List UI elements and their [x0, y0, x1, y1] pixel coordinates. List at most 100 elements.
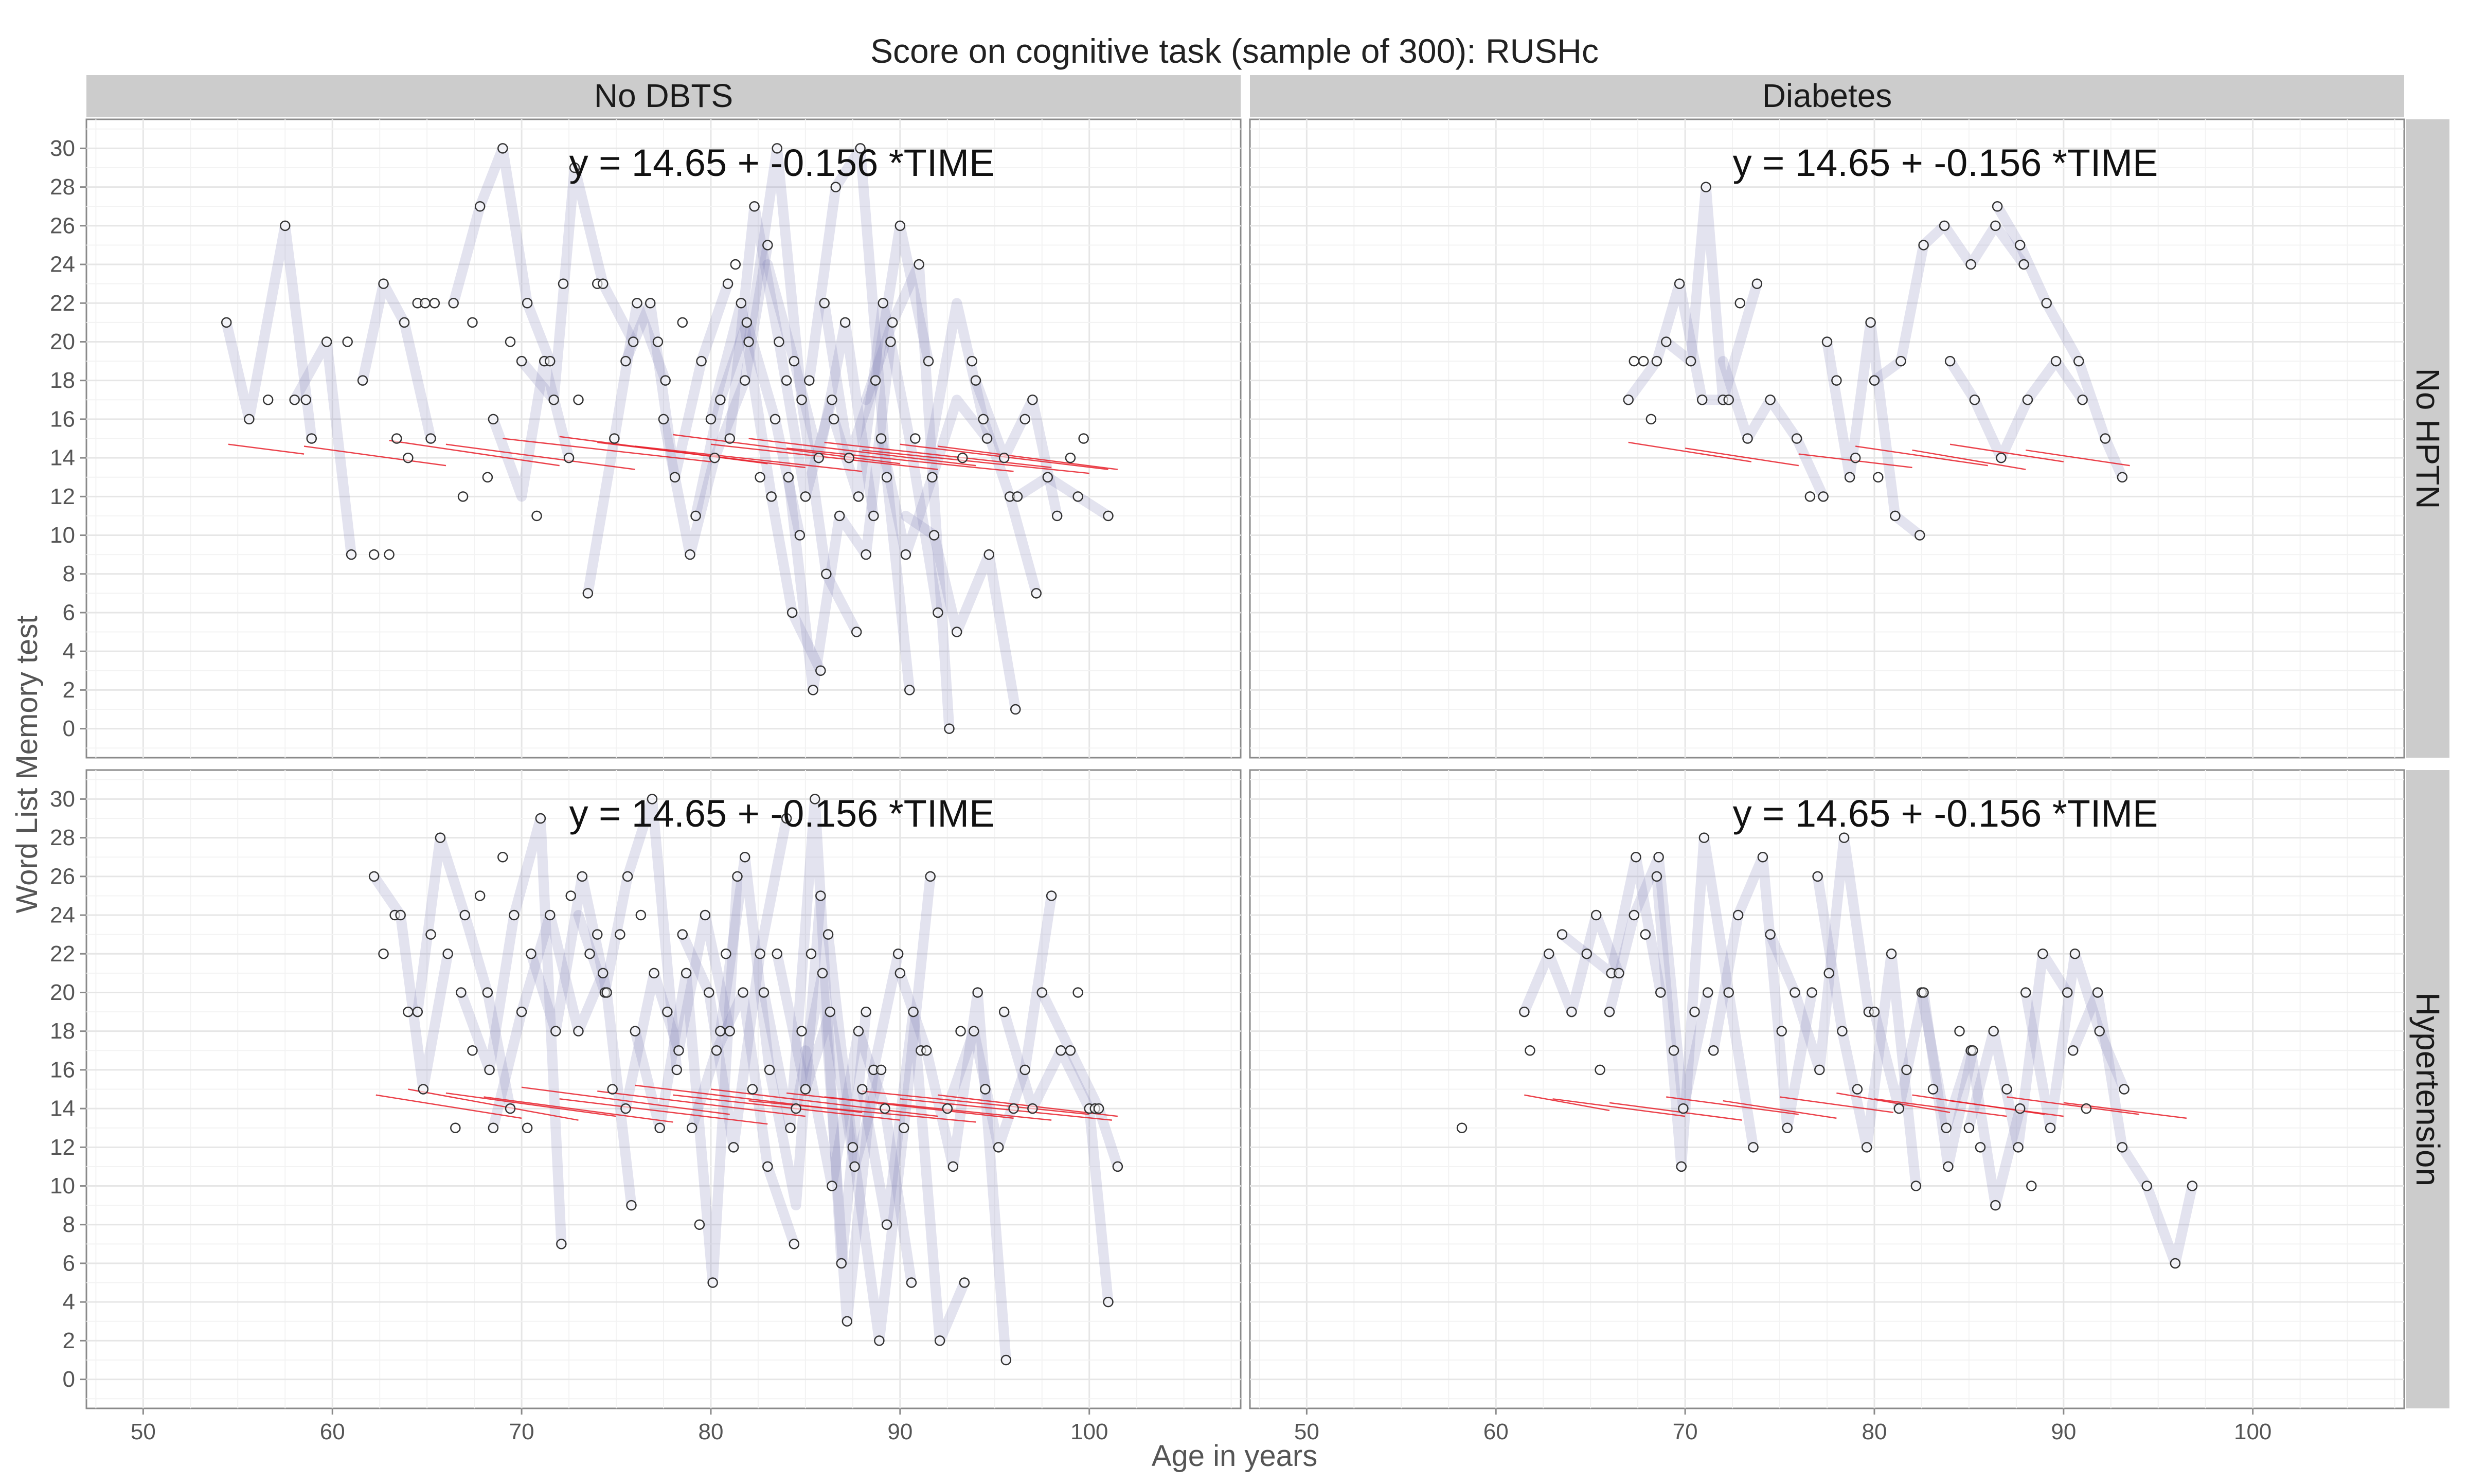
data-point [531, 510, 542, 522]
data-point [762, 1161, 773, 1172]
data-point [289, 395, 300, 405]
data-point [306, 433, 317, 444]
data-point [853, 1026, 864, 1036]
data-point [2067, 1045, 2079, 1056]
data-point [830, 182, 842, 192]
data-point [300, 395, 311, 405]
data-point [1702, 987, 1713, 998]
data-point [724, 433, 736, 444]
fitted-line [2026, 449, 2130, 467]
chart-title: Score on cognitive task (sample of 300):… [870, 32, 1599, 70]
data-point [827, 1181, 837, 1191]
data-point [1008, 1103, 1019, 1114]
equation-annotation: y = 14.65 + -0.156 *TIME [569, 792, 995, 835]
data-point [1918, 987, 1929, 998]
y-tick-label: 4 [63, 639, 75, 664]
data-point [847, 1142, 858, 1153]
data-point [910, 433, 921, 444]
data-point [584, 949, 595, 959]
fitted-line [824, 1096, 1052, 1121]
data-point [573, 1026, 584, 1036]
equation-annotation: y = 14.65 + -0.156 *TIME [1733, 792, 2158, 835]
x-tick-label: 60 [320, 1419, 345, 1444]
data-point [1638, 355, 1649, 367]
data-point [709, 452, 720, 463]
data-point [1655, 987, 1666, 998]
data-point [2022, 395, 2033, 405]
gridlines [1250, 770, 2404, 1408]
y-tick-label: 6 [63, 600, 75, 625]
data-point [1651, 871, 1662, 882]
data-point [2037, 949, 2048, 959]
fitted-line [228, 443, 305, 455]
data-point [403, 1006, 414, 1017]
y-tick-label: 18 [50, 1018, 75, 1044]
data-point [425, 433, 436, 444]
data-point [815, 665, 826, 676]
data-point [677, 317, 688, 328]
y-tick-label: 8 [63, 561, 75, 586]
data-point [781, 813, 792, 824]
row-strip [2406, 119, 2449, 758]
y-tick-label: 24 [50, 903, 75, 928]
data-point [892, 949, 904, 959]
data-point [505, 336, 516, 347]
fitted-line [303, 445, 446, 467]
data-point [601, 987, 612, 998]
data-point [378, 278, 389, 289]
data-point [789, 355, 800, 367]
y-tick-label: 4 [63, 1290, 75, 1315]
y-tick-label: 2 [63, 1328, 75, 1353]
data-point [1019, 414, 1030, 425]
data-point [1748, 1142, 1759, 1153]
data-point [2062, 987, 2073, 998]
data-point [1614, 968, 1624, 979]
data-point [741, 317, 753, 328]
data-point [880, 1103, 890, 1114]
data-point [739, 375, 750, 386]
trajectory-line [1992, 201, 2127, 482]
data-point [378, 949, 389, 959]
fitted-line [710, 1088, 938, 1117]
y-tick-label: 22 [50, 291, 75, 316]
data-point [766, 491, 777, 502]
data-point [1046, 890, 1057, 901]
data-point [2117, 1142, 2128, 1153]
column-strip-label: No DBTS [594, 77, 733, 114]
y-tick-label: 30 [50, 136, 75, 161]
data-point [628, 336, 639, 347]
data-point [704, 987, 714, 998]
fitted-line [521, 1086, 730, 1115]
fitted-line [484, 1096, 673, 1123]
data-point [1072, 491, 1083, 502]
data-point [1915, 530, 1925, 541]
data-point [981, 433, 993, 444]
data-point [770, 414, 781, 425]
y-tick-label: 20 [50, 329, 75, 354]
fitted-line [597, 1090, 806, 1117]
data-point [690, 510, 701, 522]
data-point [796, 1026, 807, 1036]
data-point [609, 433, 620, 444]
data-point [1103, 510, 1114, 522]
fitted-line [503, 438, 711, 462]
fitted-line [1685, 448, 1799, 467]
data-point [980, 1084, 991, 1095]
data-point [1027, 1103, 1038, 1114]
data-point [1806, 987, 1817, 998]
y-tick-label: 22 [50, 941, 75, 967]
fitted-line [375, 1094, 522, 1119]
data-point [822, 929, 834, 940]
fitted-line [1779, 1096, 1893, 1113]
data-point [467, 317, 478, 328]
data-point [1757, 851, 1768, 863]
data-point [1678, 1103, 1689, 1114]
data-point [955, 1026, 966, 1036]
data-point [1042, 472, 1053, 482]
data-point [660, 375, 671, 386]
data-point [686, 1122, 697, 1133]
panel: y = 14.65 + -0.156 *TIME [1249, 769, 2405, 1409]
data-point [418, 1084, 429, 1095]
data-point [1965, 259, 1976, 270]
fitted-line [786, 448, 1014, 472]
